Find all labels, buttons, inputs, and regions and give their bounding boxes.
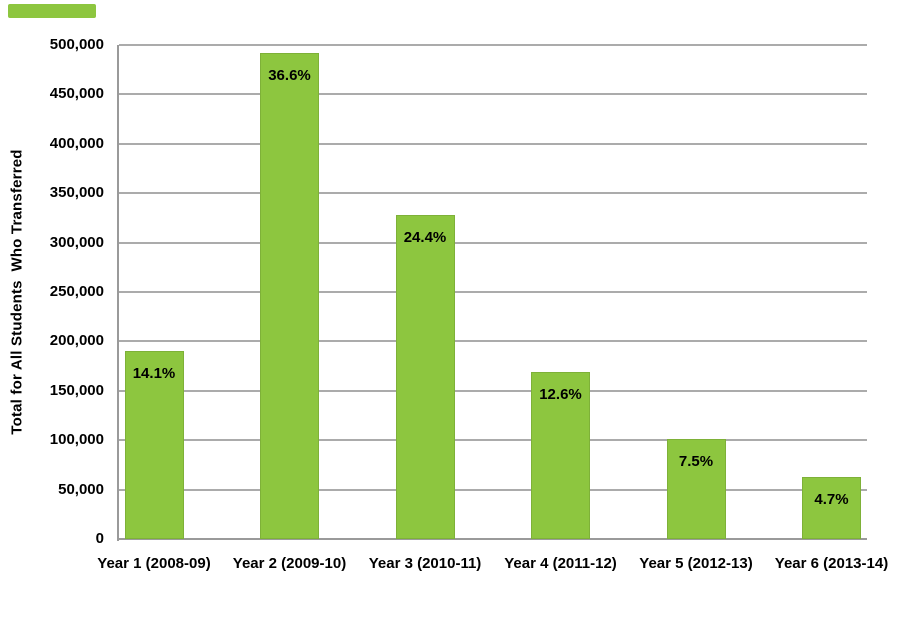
y-tick-label: 250,000 [49, 283, 104, 300]
x-axis-line [117, 538, 867, 540]
gridline [119, 142, 867, 145]
gridline [119, 389, 867, 392]
gridline [119, 488, 867, 491]
y-tick-label: 300,000 [49, 233, 104, 251]
bar [395, 214, 455, 539]
bar-percentage-label: 24.4% [403, 228, 447, 246]
x-tick-label: Year 2 (2009-10) [232, 555, 347, 572]
bar-percentage-label: 14.1% [132, 365, 176, 383]
y-axis-line [117, 45, 119, 541]
x-tick-label: Year 1 (2008-09) [97, 555, 211, 572]
y-tick-label: 500,000 [49, 36, 104, 53]
gridline [119, 44, 867, 46]
bar [260, 52, 319, 539]
gridline [119, 291, 867, 293]
y-tick-label: 100,000 [49, 431, 104, 449]
bar [124, 351, 184, 539]
gridline [119, 192, 867, 195]
y-tick-label: 150,000 [49, 381, 104, 399]
x-tick-label: Year 6 (2013-14) [774, 555, 889, 572]
bar-percentage-label: 7.5% [678, 453, 714, 471]
bar-percentage-label: 4.7% [814, 490, 849, 508]
bar-percentage-label: 36.6% [268, 66, 311, 84]
bar [531, 372, 590, 539]
bar [802, 476, 861, 539]
x-tick-label: Year 4 (2011-12) [504, 555, 617, 572]
bar-percentage-label: 12.6% [539, 386, 582, 404]
gridline [119, 340, 867, 343]
bar [666, 439, 726, 539]
x-tick-label: Year 5 (2012-13) [639, 555, 753, 572]
top-left-green-stripe [8, 4, 96, 18]
y-tick-label: 400,000 [49, 134, 104, 152]
y-tick-label: 50,000 [58, 480, 104, 498]
gridline [119, 439, 867, 442]
gridline [119, 241, 867, 244]
y-tick-label: 350,000 [49, 184, 104, 202]
y-tick-label: 0 [95, 530, 104, 547]
y-tick-label: 200,000 [49, 332, 104, 350]
x-tick-label: Year 3 (2010-11) [368, 555, 482, 572]
y-tick-label: 450,000 [49, 85, 104, 103]
gridline [119, 93, 867, 96]
